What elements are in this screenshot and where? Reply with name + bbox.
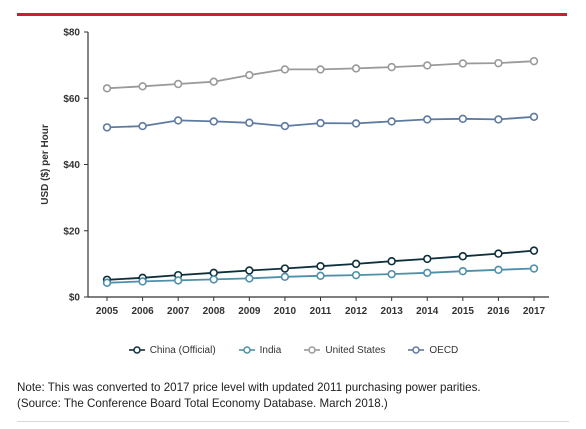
data-point: [316, 261, 325, 271]
series-india: [102, 264, 539, 287]
data-point: [387, 269, 396, 279]
data-point: [209, 268, 218, 278]
legend-item: United States: [303, 345, 385, 356]
x-tick-label: 2014: [416, 306, 439, 317]
y-axis-label: USD ($) per Hour: [40, 124, 51, 205]
y-axis-ticks: $0 $20 $40 $60 $80: [63, 28, 88, 304]
data-point: [245, 266, 254, 275]
legend-item: OECD: [407, 345, 458, 356]
x-tick-label: 2013: [381, 306, 404, 317]
legend-swatch: [128, 346, 145, 354]
data-point: [423, 268, 432, 278]
data-point: [494, 115, 503, 124]
series-united-states: [102, 56, 539, 93]
data-point: [351, 64, 361, 73]
chart-legend: China (Official) India United States OECD: [0, 342, 586, 358]
data-point: [529, 246, 539, 255]
x-tick-label: 2015: [452, 306, 475, 317]
data-point: [494, 58, 503, 68]
data-point: [102, 278, 112, 287]
footnote-line-1: Note: This was converted to 2017 price l…: [17, 381, 481, 394]
top-accent-rule: [17, 13, 567, 16]
legend-label: OECD: [429, 344, 459, 356]
data-point: [280, 121, 290, 131]
x-tick-label: 2011: [310, 306, 332, 317]
data-point: [173, 79, 183, 89]
x-tick-label: 2009: [238, 306, 261, 317]
x-tick-label: 2012: [345, 306, 368, 317]
y-tick-label: $40: [63, 160, 80, 171]
data-point: [423, 115, 432, 124]
data-point: [173, 116, 183, 125]
x-tick-label: 2010: [274, 306, 297, 317]
data-point: [529, 112, 539, 122]
y-tick-label: $20: [63, 226, 80, 237]
footnote: Note: This was converted to 2017 price l…: [17, 380, 577, 412]
series-oecd: [102, 112, 539, 132]
line-chart: $0$20$40$60$80 2005 2006 2007 2008 2009 2010 2…: [40, 28, 549, 317]
legend-label: United States: [325, 344, 386, 356]
data-point: [280, 272, 290, 281]
x-tick-label: 2017: [523, 306, 546, 317]
data-point: [245, 274, 254, 283]
data-point: [387, 257, 396, 266]
data-point: [280, 264, 290, 273]
data-point: [102, 84, 112, 93]
data-point: [138, 82, 147, 91]
data-point: [209, 275, 218, 284]
data-point: [102, 123, 112, 132]
legend-swatch: [408, 346, 425, 354]
data-point: [173, 276, 183, 285]
data-point: [387, 62, 396, 72]
x-axis-ticks: 2005 2006 2007 2008 2009 2010 2011 2012 2013 2014…: [96, 297, 546, 317]
data-point: [316, 271, 325, 280]
data-point: [458, 252, 468, 261]
chart-series: [102, 56, 539, 287]
data-point: [387, 117, 396, 126]
data-point: [423, 254, 432, 264]
data-point: [351, 259, 361, 269]
y-tick-label: $60: [63, 94, 80, 105]
data-point: [458, 114, 468, 123]
data-point: [138, 277, 147, 286]
y-tick-label: $0: [69, 293, 81, 304]
data-point: [316, 118, 325, 128]
data-point: [494, 265, 503, 275]
data-point: [529, 56, 539, 66]
data-point: [138, 121, 147, 131]
x-tick-label: 2007: [167, 306, 190, 317]
data-point: [423, 61, 432, 70]
legend-swatch: [304, 346, 321, 354]
legend-label: China (Official): [149, 344, 216, 356]
data-point: [280, 65, 290, 74]
data-point: [351, 119, 361, 128]
data-point: [245, 118, 254, 127]
data-point: [458, 59, 468, 68]
legend-item: China (Official): [128, 345, 216, 356]
x-tick-label: 2008: [203, 306, 226, 317]
data-point: [245, 70, 254, 80]
data-point: [494, 249, 503, 258]
footnote-source-line: (Source: The Conference Board Total Econ…: [17, 397, 388, 410]
data-point: [529, 264, 539, 273]
data-point: [209, 117, 218, 126]
y-tick-label: $80: [63, 28, 80, 39]
x-tick-label: 2016: [487, 306, 510, 317]
legend-item: India: [238, 344, 282, 356]
data-point: [209, 77, 218, 86]
data-point: [316, 65, 325, 74]
x-tick-label: 2006: [131, 306, 154, 317]
legend-swatch: [238, 346, 255, 354]
data-point: [458, 266, 468, 276]
legend-label: India: [259, 344, 282, 356]
bottom-divider: [17, 421, 569, 422]
x-tick-label: 2005: [96, 306, 119, 317]
data-point: [351, 270, 361, 280]
